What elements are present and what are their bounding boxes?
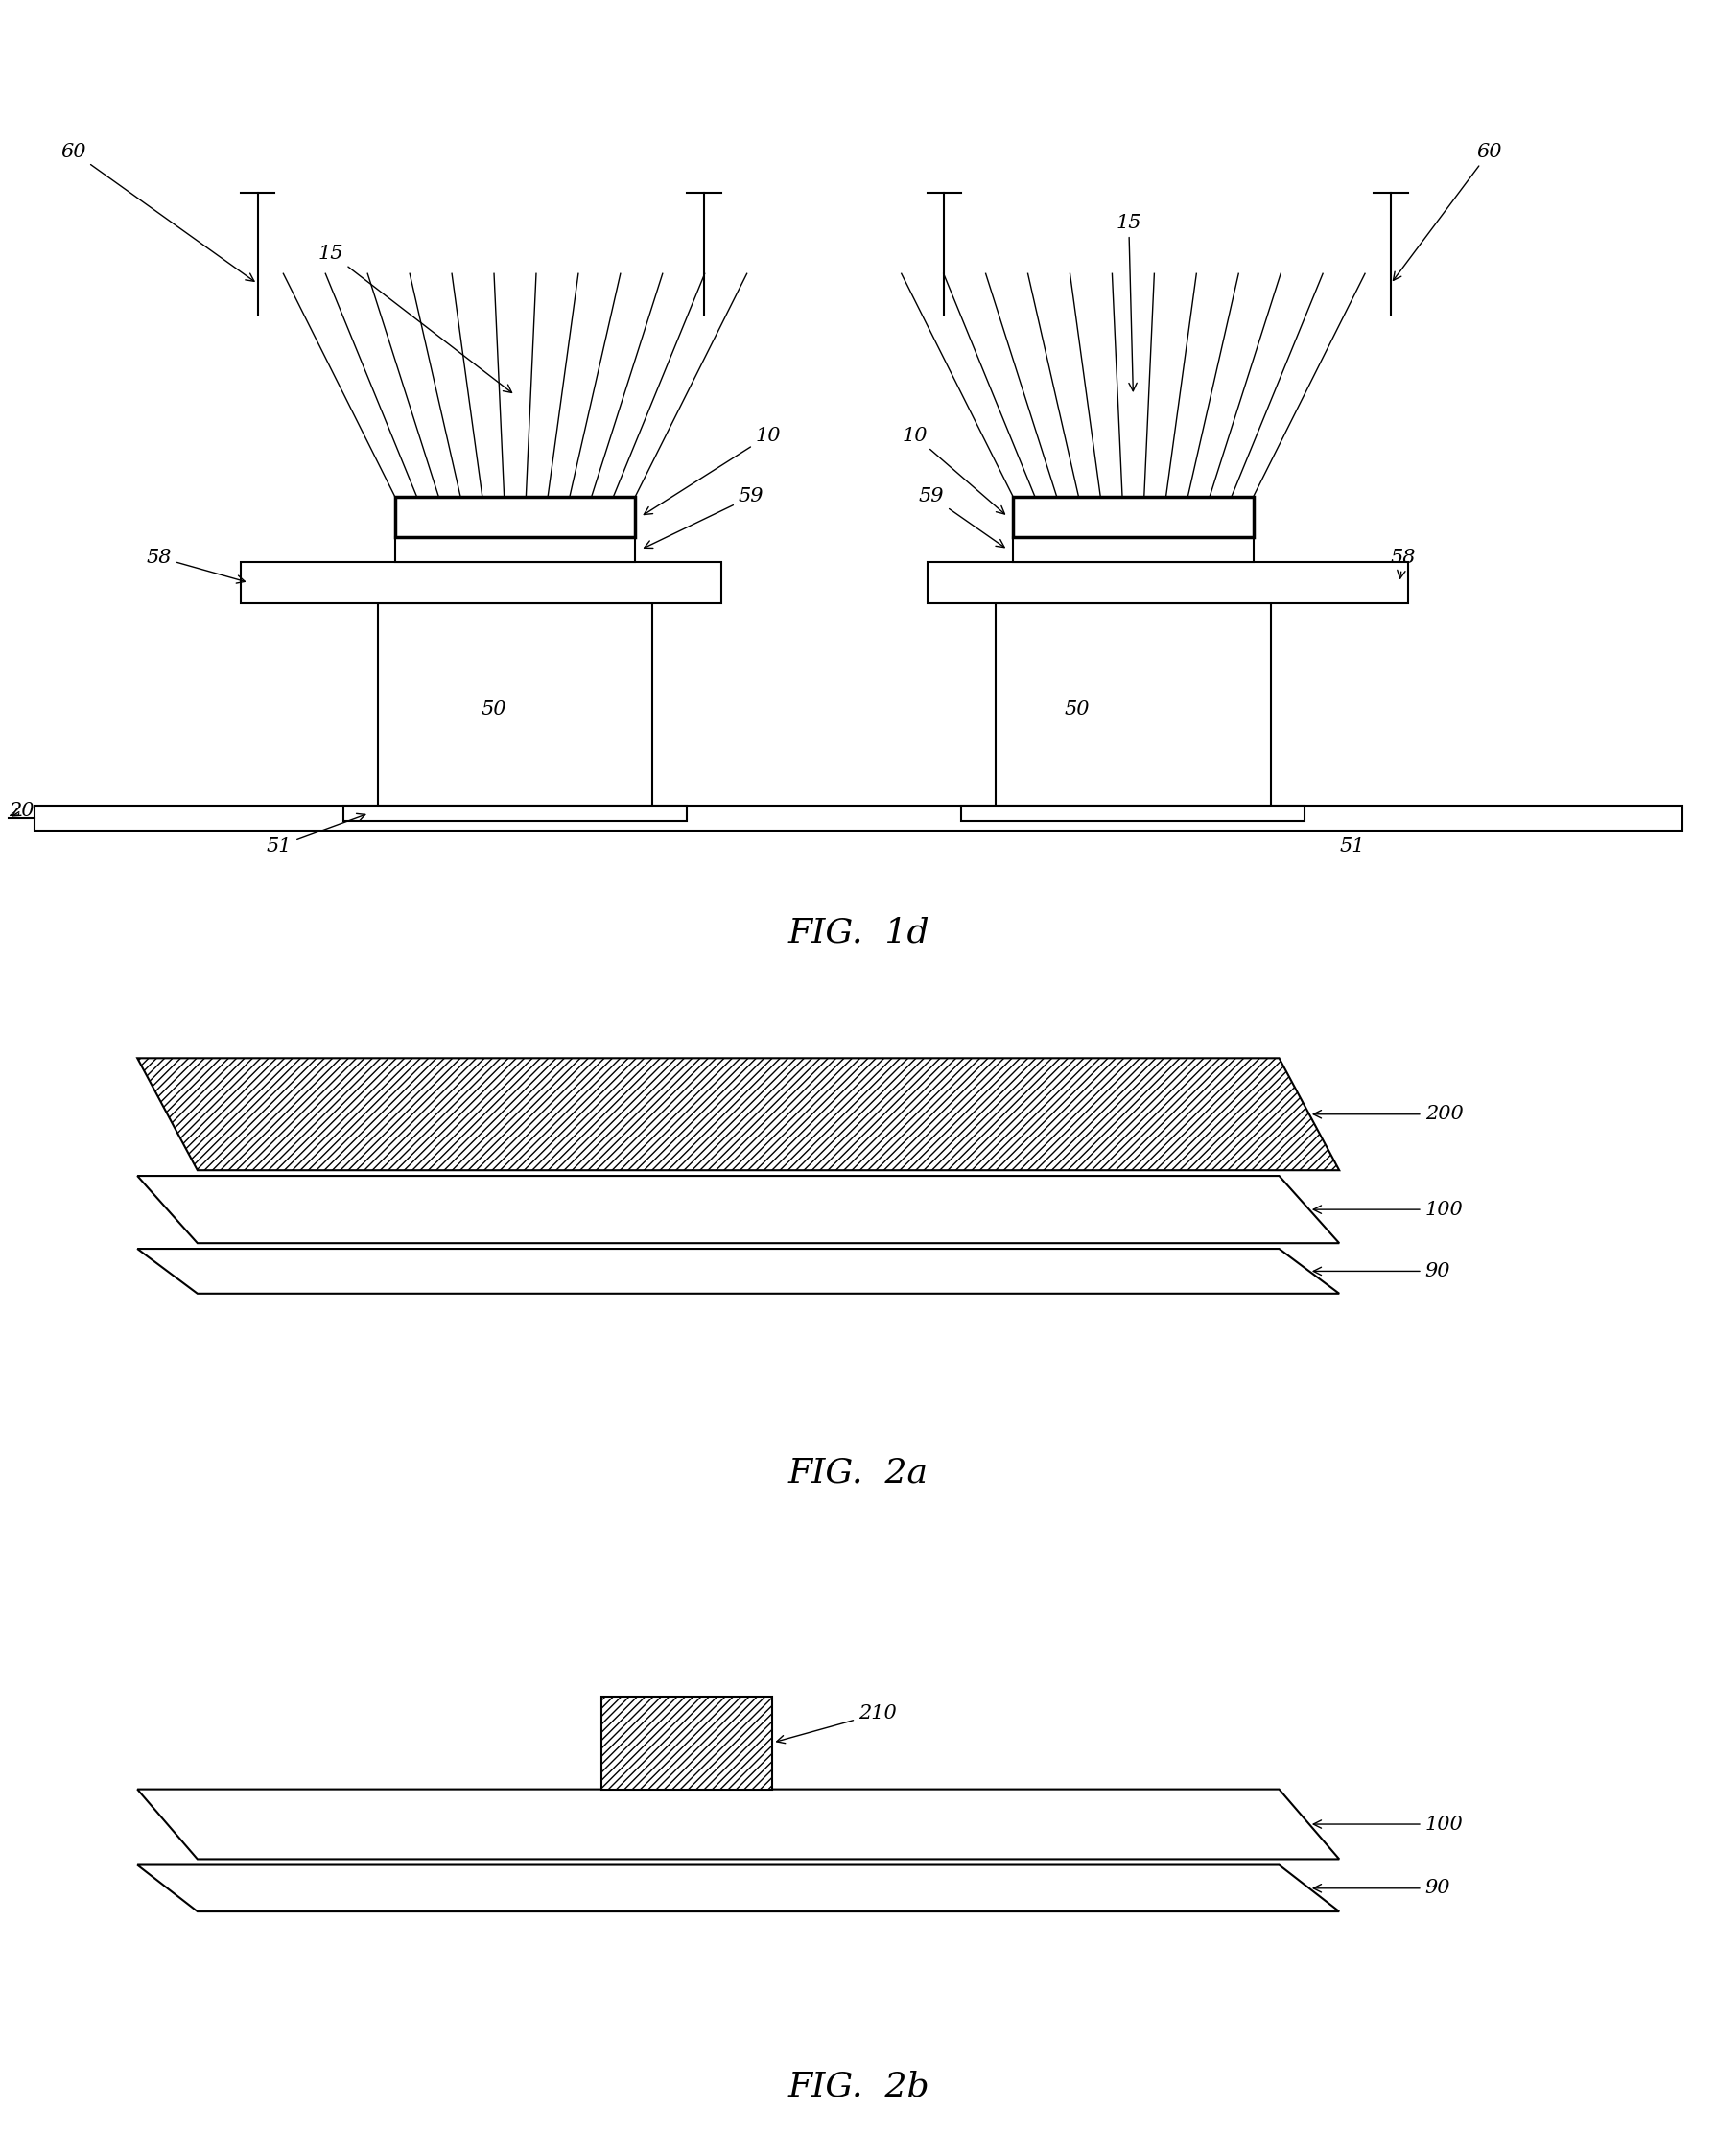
Polygon shape [961, 806, 1304, 821]
Text: 15: 15 [317, 244, 511, 392]
Text: 90: 90 [1313, 1261, 1450, 1281]
Text: FIG.  1d: FIG. 1d [788, 916, 928, 949]
Polygon shape [927, 563, 1407, 604]
Text: 58: 58 [146, 548, 245, 584]
Polygon shape [601, 1697, 772, 1789]
Polygon shape [1012, 496, 1253, 537]
Polygon shape [1012, 537, 1253, 563]
Text: 20: 20 [9, 802, 34, 819]
Text: 100: 100 [1313, 1201, 1462, 1218]
Polygon shape [395, 496, 635, 537]
Text: 100: 100 [1313, 1815, 1462, 1833]
Text: 58: 58 [1390, 548, 1416, 578]
Polygon shape [137, 1789, 1338, 1858]
Polygon shape [995, 604, 1270, 806]
Polygon shape [137, 1248, 1338, 1294]
Text: FIG.  2b: FIG. 2b [788, 2070, 928, 2102]
Text: 200: 200 [1313, 1106, 1462, 1123]
Text: 10: 10 [901, 427, 1004, 513]
Text: 210: 210 [776, 1705, 896, 1744]
Polygon shape [34, 806, 1682, 830]
Text: 50: 50 [1064, 701, 1090, 718]
Text: 51: 51 [1338, 837, 1364, 856]
Text: 90: 90 [1313, 1880, 1450, 1897]
Text: 60: 60 [60, 142, 254, 280]
Polygon shape [137, 1059, 1338, 1171]
Polygon shape [137, 1865, 1338, 1912]
Text: 10: 10 [644, 427, 781, 515]
Text: 59: 59 [918, 487, 1004, 548]
Polygon shape [395, 537, 635, 563]
Text: 15: 15 [1115, 213, 1141, 390]
Polygon shape [378, 604, 652, 806]
Text: 50: 50 [480, 701, 506, 718]
Polygon shape [240, 563, 721, 604]
Polygon shape [343, 806, 686, 821]
Text: 60: 60 [1392, 142, 1502, 280]
Polygon shape [137, 1175, 1338, 1244]
Text: FIG.  2a: FIG. 2a [788, 1457, 928, 1490]
Text: 51: 51 [266, 813, 366, 856]
Text: 59: 59 [644, 487, 764, 548]
